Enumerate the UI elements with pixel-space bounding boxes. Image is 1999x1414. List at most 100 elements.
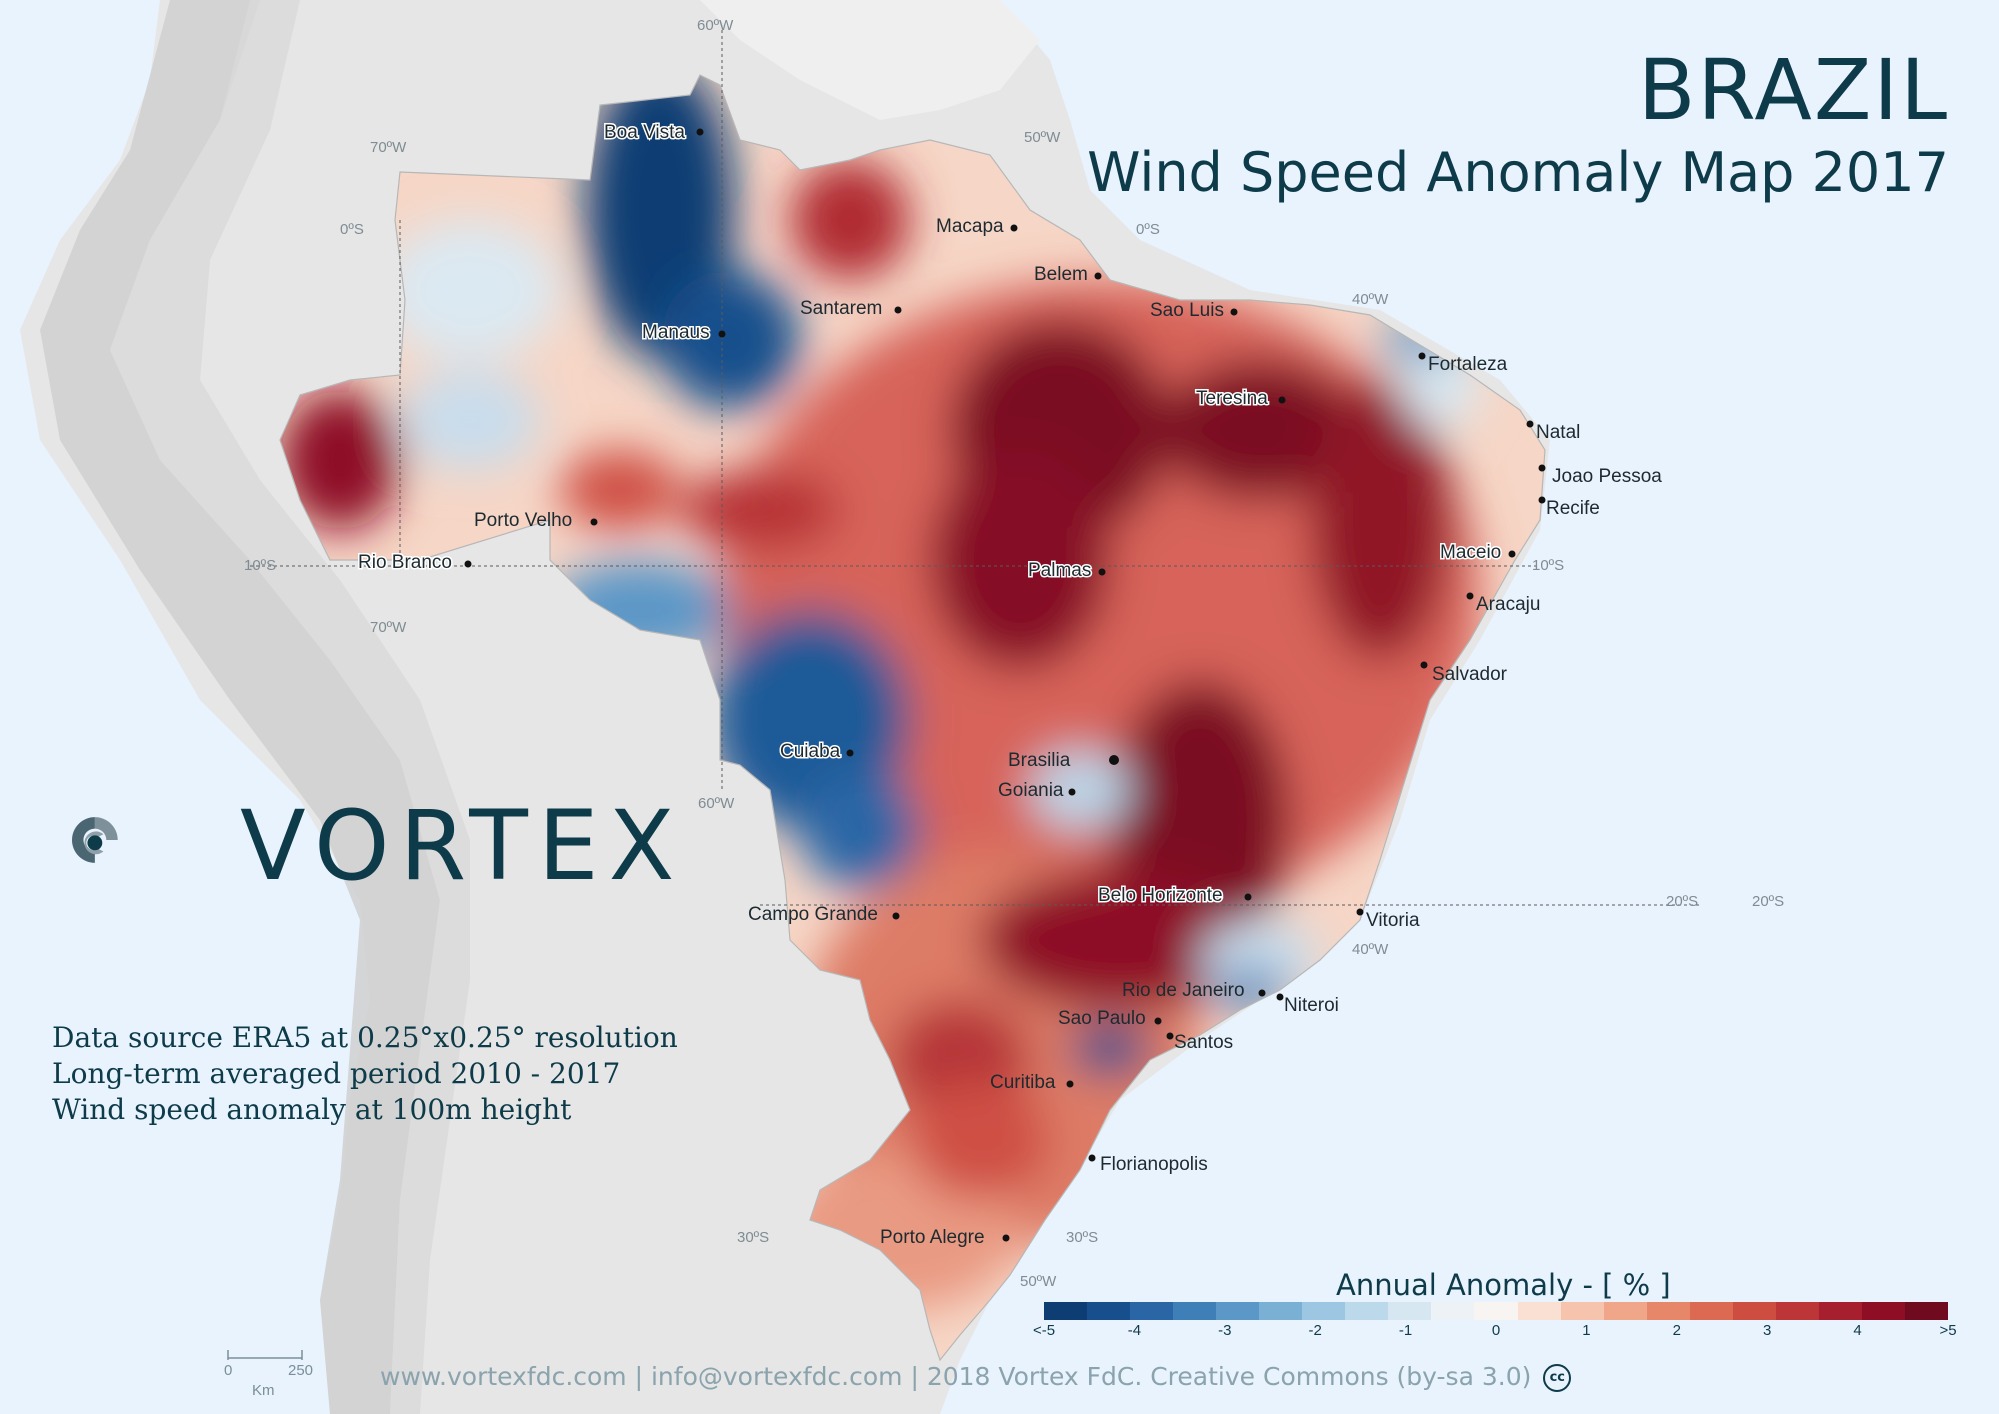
legend-tick-label: 1 [1582,1322,1591,1339]
city-markers: Boa Vista Macapa Belem Santarem Manaus Sao Lu… [357,121,1663,1249]
legend-swatch [1345,1302,1389,1320]
legend-tick-label: 3 [1763,1322,1772,1339]
city-dot [1278,396,1286,404]
city-label: Maceio [1440,542,1501,563]
city-dot [1276,993,1284,1001]
legend-swatch [1431,1302,1475,1320]
legend-tick-label: -1 [1398,1322,1413,1339]
graticule-label: 10ºS [244,557,276,574]
city-label: Joao Pessoa [1552,466,1662,487]
legend-tick-label: 4 [1853,1322,1862,1339]
legend-tick-label: >5 [1939,1322,1957,1339]
footer-credits: www.vortexfdc.com | info@vortexfdc.com |… [380,1362,1572,1392]
city-joao-pessoa: Joao Pessoa [1538,464,1662,487]
graticule-label: 60ºW [697,17,734,34]
city-dot [696,128,704,136]
city-dot [590,518,598,526]
city-natal: Natal [1526,420,1580,443]
scale-bar: 0 250 Km [224,1348,316,1399]
city-vitoria: Vitoria [1356,908,1420,931]
city-fortaleza: Fortaleza [1418,352,1508,375]
city-aracaju: Aracaju [1466,592,1540,615]
graticule-label: 0ºS [1136,221,1160,238]
legend-swatch [1517,1302,1561,1320]
city-dot [1166,1032,1174,1040]
legend-swatch [1560,1302,1604,1320]
data-source-notes: Data source ERA5 at 0.25°x0.25° resoluti… [52,1020,678,1128]
city-label: Porto Alegre [880,1227,985,1248]
city-label: Rio Branco [358,552,452,573]
city-label: Belem [1034,264,1088,285]
city-dot [1109,755,1119,765]
city-label: Sao Paulo [1058,1008,1146,1029]
graticule-label: 20ºS [1752,893,1784,910]
creative-commons-icon: cc [1543,1364,1572,1392]
city-label: Manaus [642,322,710,343]
city-label: Brasilia [1008,750,1071,771]
city-macapa: Macapa [936,216,1018,237]
source-line-1: Data source ERA5 at 0.25°x0.25° resoluti… [52,1021,678,1054]
legend-swatch [1775,1302,1819,1320]
legend-swatch [1259,1302,1303,1320]
legend-swatch [1216,1302,1260,1320]
map-title: BRAZIL [1637,41,1949,139]
city-dot [464,560,472,568]
city-label: Fortaleza [1428,354,1508,375]
city-label: Santos [1174,1032,1233,1053]
city-dot [1356,908,1364,916]
city-dot [1098,568,1106,576]
graticule-label: 10ºS [1532,557,1564,574]
city-recife: Recife [1538,496,1600,519]
city-label: Natal [1536,422,1580,443]
graticule-label: 70ºW [370,619,407,636]
city-sao-paulo: Sao Paulo [1058,1008,1162,1029]
legend-swatch [1474,1302,1518,1320]
scale-start: 0 [224,1362,233,1379]
graticule-label: 30ºS [737,1229,769,1246]
city-dot [1508,550,1516,558]
graticule-label: 30ºS [1066,1229,1098,1246]
city-belo-horizonte: Belo Horizonte [1097,884,1252,908]
city-label: Florianopolis [1100,1154,1208,1175]
legend-swatch [1861,1302,1905,1320]
city-porto-velho: Porto Velho [474,510,598,531]
graticule-label: 70ºW [370,139,407,156]
city-teresina: Teresina [1195,387,1286,411]
city-label: Santarem [800,298,882,319]
graticule-label: 40ºW [1352,291,1389,308]
legend-swatch [1904,1302,1948,1320]
city-belem: Belem [1034,264,1102,285]
city-label: Niteroi [1284,995,1339,1016]
city-dot [1066,1080,1074,1088]
city-label: Macapa [936,216,1004,237]
city-dot [1420,661,1428,669]
city-label: Rio de Janeiro [1122,980,1245,1001]
city-dot [1010,224,1018,232]
legend-swatch [1087,1302,1131,1320]
city-label: Palmas [1028,560,1091,581]
map-title-block: BRAZIL Wind Speed Anomaly Map 2017 [1087,48,1949,200]
city-dot [1068,788,1076,796]
graticule-label: 60ºW [698,795,735,812]
city-dot [1538,464,1546,472]
city-label: Sao Luis [1150,300,1224,321]
city-label: Cuiaba [780,741,841,762]
city-sao-luis: Sao Luis [1150,300,1238,321]
graticule-label: 50ºW [1024,129,1061,146]
city-label: Goiania [998,780,1064,801]
city-dot [1230,308,1238,316]
legend-swatch [1603,1302,1647,1320]
city-dot [892,912,900,920]
source-line-3: Wind speed anomaly at 100m height [52,1093,572,1126]
city-rio-de-janeiro: Rio de Janeiro [1122,980,1266,1001]
city-dot [1466,592,1474,600]
city-salvador: Salvador [1420,661,1508,685]
city-dot [1418,352,1426,360]
graticule-label: 40ºW [1352,941,1389,958]
city-palmas: Palmas [1027,559,1106,583]
legend-color-bar [1044,1302,1948,1320]
city-dot [1538,496,1546,504]
vortex-logo-icon [72,817,118,863]
legend-swatch [1646,1302,1690,1320]
